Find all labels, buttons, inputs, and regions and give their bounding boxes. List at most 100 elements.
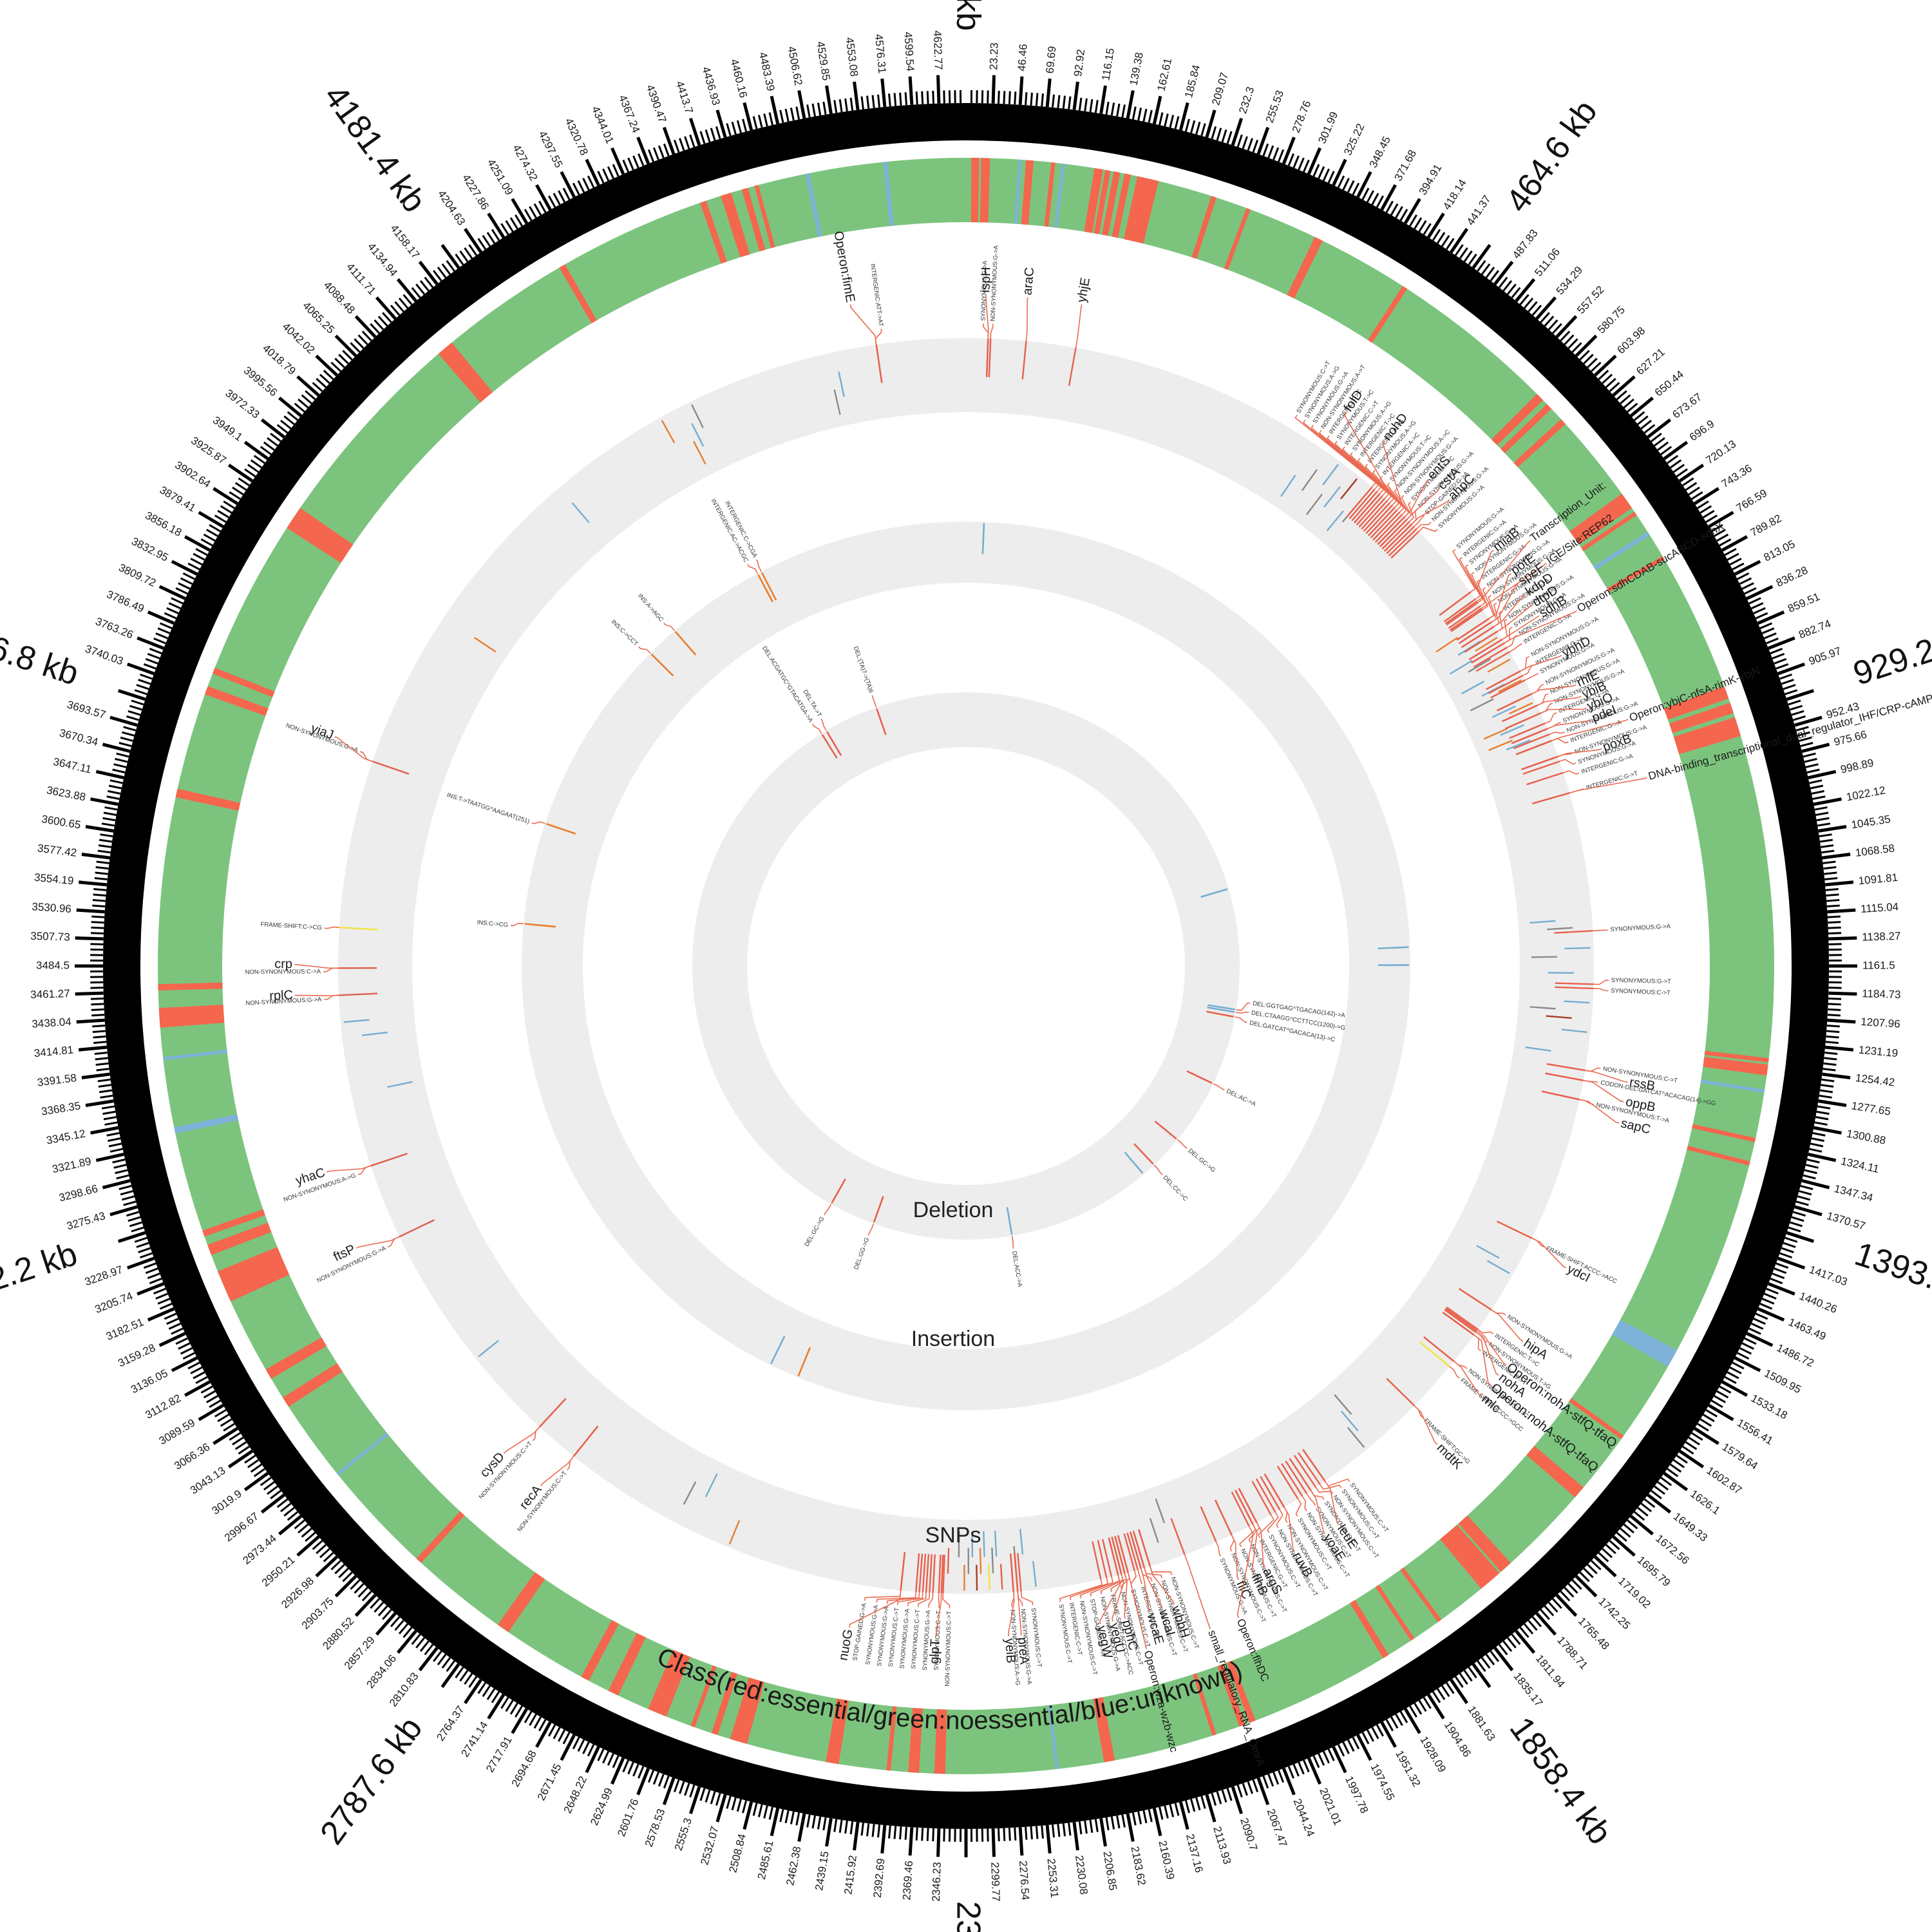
axis-tick-label: 859.51 <box>1786 591 1821 615</box>
axis-tick-label: 4065.25 <box>300 299 337 336</box>
axis-tick-label: 3670.34 <box>58 726 99 748</box>
leader-line <box>1477 1329 1493 1334</box>
leader-line <box>1251 1524 1258 1574</box>
axis-tick-label: 534.29 <box>1554 264 1586 298</box>
axis-tick-label: 46.46 <box>1016 44 1030 72</box>
axis-tick-label: 2090.7 <box>1238 1817 1260 1852</box>
leader-line <box>1559 759 1577 765</box>
axis-tick-label: 3925.87 <box>189 434 229 466</box>
leader-line <box>1549 731 1565 735</box>
axis-tick-label: 2485.61 <box>755 1839 776 1880</box>
deletion-annotation-label: DEL:CC->C <box>1162 1174 1189 1202</box>
gene-label: Operon:fimE <box>831 230 857 303</box>
insertion-ticks <box>770 523 1410 1377</box>
leader-line <box>1416 522 1432 529</box>
leader-line <box>1267 1512 1279 1533</box>
axis-tick-label: 325.22 <box>1341 122 1367 157</box>
axis-major-label: 4181.4 kb <box>316 79 433 220</box>
mutation-annotation-label: NON-SYNONYMOUS:C->A <box>245 968 321 976</box>
axis-tick-label: 2741.14 <box>459 1719 490 1759</box>
leader-line <box>1493 594 1526 627</box>
axis-tick-label: 1556.41 <box>1735 1417 1776 1448</box>
mutation-annotations: INTERGENIC:ATT->AT SYNONYMOUS:G->A NON-SYN… <box>245 245 1717 1687</box>
leader-line <box>1184 1554 1211 1629</box>
axis-tick-label: 1997.78 <box>1343 1774 1370 1815</box>
axis-tick-label: 905.97 <box>1807 645 1842 667</box>
axis-tick-label: 3484.5 <box>36 959 70 971</box>
leader-line <box>356 1236 400 1249</box>
leader-line <box>1506 634 1518 648</box>
axis-tick-label: 4227.86 <box>460 172 491 212</box>
leader-line <box>1411 499 1450 525</box>
leader-line <box>1025 297 1028 341</box>
axis-tick-label: 2950.21 <box>260 1554 298 1589</box>
axis-tick-label: 1672.56 <box>1653 1532 1691 1567</box>
axis-tick-label: 3577.42 <box>37 842 77 859</box>
axis-tick-label: 1463.49 <box>1786 1316 1828 1343</box>
deletion-ticks <box>1124 888 1228 1174</box>
axis-tick-label: 1602.87 <box>1705 1464 1745 1497</box>
leader-line <box>1343 412 1387 495</box>
axis-tick-label: 836.28 <box>1774 564 1810 589</box>
leader-line <box>918 1593 931 1607</box>
leader-line <box>1302 1495 1307 1511</box>
leader-line <box>1464 564 1484 603</box>
insertion-annotation-label: INS:A->AGC <box>636 592 665 623</box>
axis-tick-label: 975.66 <box>1833 728 1868 748</box>
leader-line <box>1327 435 1387 497</box>
axis-tick-label: 4576.31 <box>873 33 889 74</box>
axis-tick-label: 813.05 <box>1762 538 1797 564</box>
leader-line <box>540 1455 574 1486</box>
leader-line <box>1357 458 1397 506</box>
insertion-annotation-label: INS:C->CCT <box>610 618 639 647</box>
axis-tick-label: 2253.31 <box>1045 1858 1061 1899</box>
axis-tick-label: 209.07 <box>1209 71 1231 106</box>
axis-major-label: 929.2 kb <box>1849 618 1932 693</box>
axis-tick-label: 743.36 <box>1719 462 1754 490</box>
axis-tick-label: 603.98 <box>1615 325 1648 356</box>
axis-tick-label: 3530.96 <box>32 900 72 915</box>
leader-line <box>1236 1002 1251 1011</box>
leader-line <box>1008 1592 1015 1636</box>
leader-line <box>1302 419 1379 490</box>
axis-tick-label: 3600.65 <box>41 813 82 831</box>
axis-tick-label: 3856.18 <box>143 509 184 539</box>
leader-line <box>1509 643 1522 652</box>
axis-tick-label: 1928.09 <box>1417 1734 1448 1775</box>
axis-tick-label: 4274.32 <box>510 142 540 183</box>
axis-tick-label: 2926.98 <box>279 1575 316 1611</box>
axis-tick-label: 3043.13 <box>188 1464 228 1497</box>
leader-line <box>1059 1579 1103 1602</box>
leader-line <box>357 1165 371 1175</box>
axis-tick-label: 3623.88 <box>46 784 87 803</box>
leader-line <box>1177 1139 1188 1150</box>
leader-line <box>1414 1405 1438 1445</box>
axis-major-label: 3252.2 kb <box>0 1235 82 1316</box>
insertion-annotation-label: INS:C->CG <box>477 919 508 929</box>
mutation-annotation-label: NON-SYNONYMOUS:G->A <box>990 245 1000 321</box>
insertion-annotation-label: INS:T->TAATGG^AAGAAT(251) <box>446 791 530 826</box>
axis-tick-label: 1486.72 <box>1775 1341 1816 1369</box>
leader-line <box>1557 748 1602 757</box>
axis-tick-label: 3298.66 <box>58 1182 99 1204</box>
axis-tick-label: 1835.17 <box>1511 1670 1545 1709</box>
axis-tick-label: 255.53 <box>1264 89 1286 124</box>
axis-tick-label: 1045.35 <box>1850 813 1891 831</box>
leader-line <box>1150 1566 1173 1575</box>
axis-tick-label: 2555.3 <box>672 1817 694 1852</box>
axis-tick-label: 1788.71 <box>1555 1634 1590 1672</box>
axis-tick-label: 394.91 <box>1417 162 1444 197</box>
axis-tick-label: 3019.9 <box>210 1488 244 1517</box>
leader-line <box>1569 777 1647 794</box>
deletion-annotation-label: DEL:AC->A <box>1226 1088 1258 1108</box>
leader-line <box>1153 1164 1163 1175</box>
axis-tick-label: 3321.89 <box>51 1155 92 1175</box>
axis-tick-label: 1324.11 <box>1840 1155 1880 1175</box>
axis-tick-label: 1904.86 <box>1442 1719 1473 1759</box>
axis-tick-label: 627.21 <box>1634 346 1667 377</box>
axis-tick-label: 1022.12 <box>1845 784 1886 803</box>
axis-tick-label: 1068.58 <box>1855 842 1895 859</box>
leader-line <box>1404 478 1430 518</box>
axis-tick-label: 2903.75 <box>299 1595 336 1632</box>
